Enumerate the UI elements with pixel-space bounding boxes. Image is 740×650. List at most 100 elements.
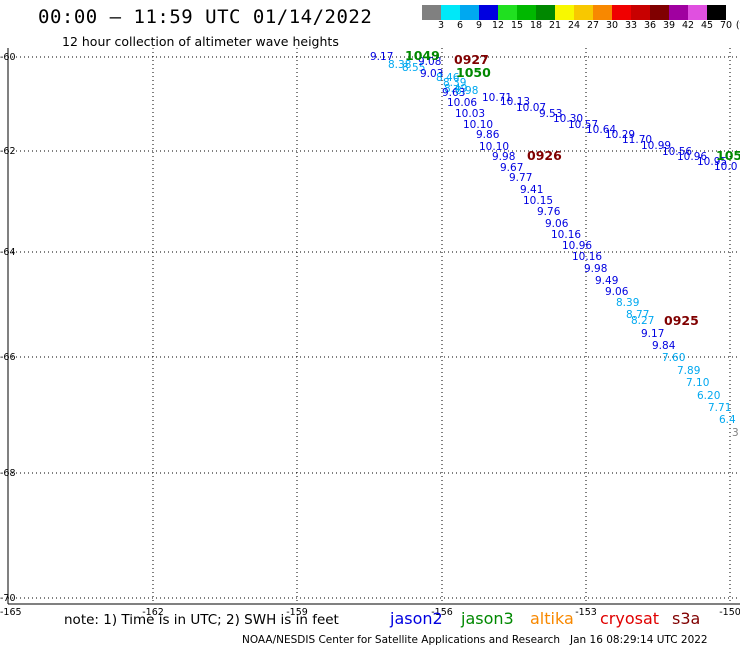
legend-swatch-30 [593, 5, 612, 20]
wave-height-label-track-b: 10.0 [714, 161, 737, 173]
legend-label-42: 42 [681, 20, 695, 31]
wave-height-label-track-a: 8.38 [388, 59, 411, 71]
legend-label-9: 9 [475, 20, 483, 31]
wave-height-label-track-b: 10.29 [605, 129, 635, 141]
wave-height-label-track-a: 9.63 [442, 87, 465, 99]
wave-height-label-track-b: 10.95 [697, 156, 727, 168]
pass-time-label: 1050 [456, 65, 491, 80]
wave-height-map: -165 -162 -159 -156 -153 -150 -60 -62 -64 -66 -68 -… [0, 48, 740, 618]
wave-height-label-track-a: 7.71 [708, 402, 731, 414]
legend-swatch-45 [688, 5, 707, 20]
legend-label-24: 24 [567, 20, 581, 31]
wave-height-label-track-a: 9.98 [492, 151, 515, 163]
lat-label: -70 [0, 593, 16, 604]
legend-swatch-15 [498, 5, 517, 20]
wave-height-label-track-a: 9.49 [595, 275, 618, 287]
wave-height-label-track-b: 10.56 [662, 146, 692, 158]
wave-height-label-track-a: 7.89 [677, 365, 700, 377]
wave-height-label-track-a: 8.39 [616, 297, 639, 309]
legend-swatch-21 [536, 5, 555, 20]
credit-line: NOAA/NESDIS Center for Satellite Applica… [242, 634, 708, 646]
pass-time-label: 0925 [664, 313, 699, 328]
map-title: 00:00 – 11:59 UTC 01/14/2022 [38, 6, 373, 28]
wave-height-label-track-a: 8.46 [436, 72, 460, 84]
wave-height-label-track-a: 9.03 [420, 68, 443, 80]
wave-height-label-track-b: 10.96 [677, 151, 707, 163]
wave-height-label-track-a: 9.06 [545, 218, 569, 230]
wave-height-label-track-a: 10.96 [562, 240, 592, 252]
legend-swatch-36 [631, 5, 650, 20]
wave-height-label-track-a: 8.49 [444, 83, 467, 95]
credit-text: NOAA/NESDIS Center for Satellite Applica… [242, 634, 560, 646]
wave-height-label-track-a: 10.06 [447, 97, 477, 109]
wave-height-label-track-a: 9.17 [370, 51, 393, 63]
lat-label: -60 [0, 52, 16, 63]
lon-label: -162 [142, 607, 164, 618]
wave-height-label-track-a: 10.16 [572, 251, 602, 263]
legend-swatch-70 [707, 5, 726, 20]
legend-label-3: 3 [437, 20, 445, 31]
wave-height-label-track-a: 10.15 [523, 195, 553, 207]
pass-time-label: 1049 [405, 48, 440, 63]
lon-label: -165 [0, 607, 22, 618]
legend-swatch-12 [479, 5, 498, 20]
satellite-s3a: s3a [672, 609, 701, 628]
wave-height-label-track-a: 6.20 [697, 390, 720, 402]
lat-label: -68 [0, 468, 16, 479]
color-legend [422, 5, 726, 20]
lat-label: -64 [0, 247, 16, 258]
map-subtitle: 12 hour collection of altimeter wave hei… [62, 34, 339, 49]
legend-swatch-6 [441, 5, 460, 20]
wave-height-label-track-a: 3 [732, 427, 739, 439]
wave-height-label-track-a: 7.60 [662, 352, 685, 364]
note-text: note: 1) Time is in UTC; 2) SWH is in fe… [64, 612, 339, 628]
wave-height-label-track-b: 10.13 [500, 96, 530, 108]
lon-label: -150 [719, 607, 740, 618]
wave-height-label-track-a: 10.10 [479, 141, 509, 153]
legend-label-21: 21 [548, 20, 562, 31]
wave-height-label-track-a: 9.41 [520, 184, 543, 196]
wave-height-label-track-a: 8.27 [631, 315, 654, 327]
generated-timestamp: Jan 16 08:29:14 UTC 2022 [570, 634, 708, 646]
wave-height-label-track-a: 6.4 [719, 414, 736, 426]
legend-label-33: 33 [624, 20, 638, 31]
wave-height-label-track-a: 9.76 [537, 206, 561, 218]
legend-swatch-42 [669, 5, 688, 20]
wave-height-label-track-b: 9.53 [539, 108, 562, 120]
wave-height-label-track-b: 10.71 [482, 92, 512, 104]
wave-height-label-track-a: 9.86 [476, 129, 500, 141]
legend-label-36: 36 [643, 20, 657, 31]
wave-height-label-track-a: 8.77 [626, 309, 649, 321]
wave-height-label-track-a: 8.55 [402, 62, 425, 74]
wave-height-label-track-b: 8.98 [455, 85, 478, 97]
wave-height-label-track-b: 10.99 [641, 140, 671, 152]
legend-label-6: 6 [456, 20, 464, 31]
wave-height-label-track-a: 10.03 [455, 108, 485, 120]
wave-height-label-track-a: 10.10 [463, 119, 493, 131]
legend-swatch-9 [460, 5, 479, 20]
legend-swatch-3 [422, 5, 441, 20]
lat-label: -62 [0, 146, 16, 157]
legend-label-45: 45 [700, 20, 714, 31]
wave-height-label-track-b: 10.30 [553, 113, 583, 125]
legend-label-12: 12 [491, 20, 505, 31]
pass-time-label: 0927 [454, 52, 489, 67]
legend-label-27: 27 [586, 20, 600, 31]
wave-height-label-track-a: 9.67 [500, 162, 523, 174]
wave-height-label-track-a: 9.84 [652, 340, 676, 352]
lon-label: -159 [286, 607, 308, 618]
legend-swatch-33 [612, 5, 631, 20]
legend-swatch-18 [517, 5, 536, 20]
satellite-altika: altika [530, 609, 574, 628]
legend-swatch-24 [555, 5, 574, 20]
legend-label-18: 18 [529, 20, 543, 31]
satellite-jason3: jason3 [461, 609, 514, 628]
legend-unit: (ft) [735, 20, 740, 31]
pass-time-label: 0926 [527, 148, 562, 163]
legend-swatch-27 [574, 5, 593, 20]
wave-height-label-track-b: 10.64 [586, 124, 616, 136]
legend-label-70: 70 [719, 20, 733, 31]
lat-label: -66 [0, 352, 16, 363]
legend-swatch-39 [650, 5, 669, 20]
wave-height-label-track-a: 9.08 [418, 56, 441, 68]
